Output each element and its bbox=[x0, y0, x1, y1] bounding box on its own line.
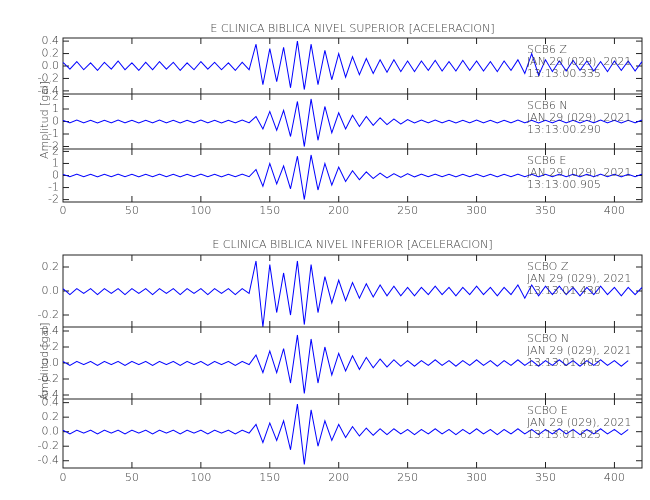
y-tick-label: -1 bbox=[48, 181, 59, 194]
time-label: 13:13:01.405 bbox=[527, 356, 601, 369]
y-tick-label: 2 bbox=[52, 144, 59, 157]
y-tick-label: 0.4 bbox=[42, 324, 60, 337]
x-tick-label: 350 bbox=[535, 471, 556, 484]
date-label: JAN 29 (029), 2021 bbox=[527, 166, 631, 179]
y-tick-label: -0.4 bbox=[38, 84, 59, 97]
y-tick-label: 1 bbox=[52, 102, 59, 115]
date-label: JAN 29 (029), 2021 bbox=[527, 55, 631, 68]
y-tick-label: -0.2 bbox=[38, 372, 59, 385]
x-tick-label: 50 bbox=[125, 471, 139, 484]
y-axis-label: Amplitud [gal] bbox=[38, 322, 51, 400]
chart-title: E CLINICA BIBLICA NIVEL INFERIOR [ACELER… bbox=[212, 238, 492, 251]
time-label: 13:13:00.290 bbox=[527, 123, 601, 136]
y-tick-label: 0 bbox=[52, 169, 59, 182]
y-tick-label: 0.0 bbox=[42, 284, 60, 297]
y-tick-label: -1 bbox=[48, 127, 59, 140]
y-tick-label: 0.0 bbox=[42, 356, 60, 369]
y-tick-label: 0.2 bbox=[42, 260, 60, 273]
x-tick-label: 400 bbox=[604, 204, 625, 217]
y-tick-label: -2 bbox=[48, 140, 59, 153]
y-tick-label: -0.2 bbox=[38, 71, 59, 84]
x-tick-label: 300 bbox=[466, 471, 487, 484]
time-label: 13:13:01.430 bbox=[527, 284, 601, 297]
x-tick-label: 0 bbox=[60, 471, 67, 484]
station-label: SCBO Z bbox=[527, 260, 569, 273]
waveform bbox=[62, 334, 629, 394]
station-label: SCBO N bbox=[527, 332, 569, 345]
y-tick-label: 0.0 bbox=[42, 59, 60, 72]
waveform bbox=[62, 260, 643, 328]
x-tick-label: 0 bbox=[60, 204, 67, 217]
x-tick-label: 300 bbox=[466, 204, 487, 217]
x-tick-label: 50 bbox=[125, 204, 139, 217]
x-tick-label: 100 bbox=[190, 204, 211, 217]
x-tick-label: 250 bbox=[397, 204, 418, 217]
y-tick-label: -0.2 bbox=[38, 439, 59, 452]
station-label: SCB6 E bbox=[527, 154, 566, 167]
date-label: JAN 29 (029), 2021 bbox=[527, 416, 631, 429]
waveform bbox=[62, 404, 629, 465]
waveform bbox=[62, 98, 643, 147]
y-tick-label: -0.4 bbox=[38, 388, 59, 401]
time-label: 13:13:00.335 bbox=[527, 67, 601, 80]
station-label: SCB6 N bbox=[527, 99, 568, 112]
date-label: JAN 29 (029), 2021 bbox=[527, 272, 631, 285]
y-tick-label: 0.2 bbox=[42, 340, 60, 353]
y-tick-label: 0.2 bbox=[42, 47, 60, 60]
y-tick-label: 0 bbox=[52, 115, 59, 128]
panel-frame bbox=[62, 398, 643, 469]
y-tick-label: -2 bbox=[48, 193, 59, 206]
y-tick-label: 0.4 bbox=[42, 396, 60, 409]
x-tick-label: 150 bbox=[259, 204, 280, 217]
y-tick-label: -0.4 bbox=[38, 454, 59, 467]
time-label: 13:13:00.905 bbox=[527, 178, 601, 191]
waveform bbox=[62, 41, 643, 90]
date-label: JAN 29 (029), 2021 bbox=[527, 344, 631, 357]
chart-title: E CLINICA BIBLICA NIVEL SUPERIOR [ACELER… bbox=[210, 22, 494, 35]
station-label: SCBO E bbox=[527, 404, 568, 417]
x-tick-label: 100 bbox=[190, 471, 211, 484]
station-label: SCB6 Z bbox=[527, 43, 567, 56]
y-tick-label: 0.0 bbox=[42, 425, 60, 438]
date-label: JAN 29 (029), 2021 bbox=[527, 111, 631, 124]
y-axis-label: Amplitud [gal] bbox=[38, 81, 51, 159]
x-tick-label: 250 bbox=[397, 471, 418, 484]
time-label: 13:13:01.625 bbox=[527, 428, 601, 441]
y-tick-label: 0.2 bbox=[42, 410, 60, 423]
x-tick-label: 200 bbox=[328, 471, 349, 484]
y-tick-label: -0.2 bbox=[38, 308, 59, 321]
x-tick-label: 150 bbox=[259, 471, 280, 484]
y-tick-label: 1 bbox=[52, 156, 59, 169]
waveform bbox=[62, 154, 643, 200]
y-tick-label: 0.4 bbox=[42, 34, 60, 47]
x-tick-label: 350 bbox=[535, 204, 556, 217]
y-tick-label: 2 bbox=[52, 90, 59, 103]
x-tick-label: 200 bbox=[328, 204, 349, 217]
x-tick-label: 400 bbox=[604, 471, 625, 484]
